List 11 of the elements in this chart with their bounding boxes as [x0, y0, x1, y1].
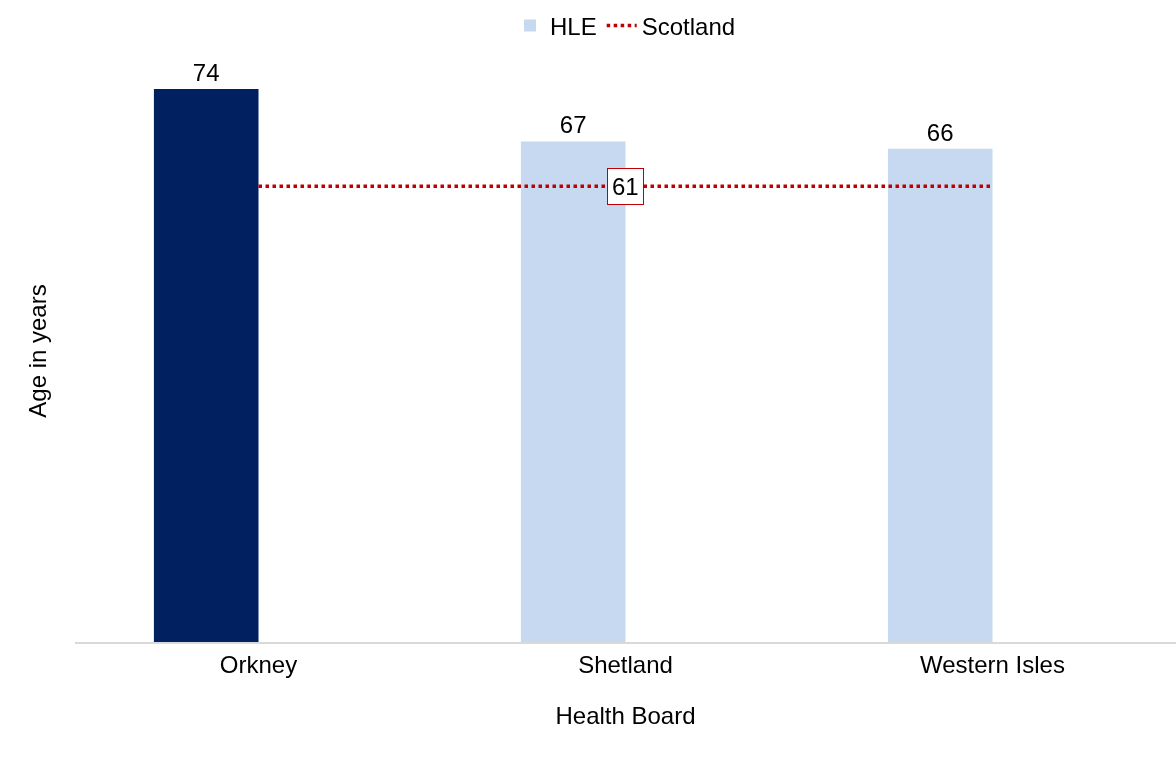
- x-tick-label: Orkney: [219, 650, 298, 678]
- data-label: 66: [926, 118, 954, 146]
- data-label: 74: [192, 59, 220, 87]
- x-tick-label: Shetland: [578, 650, 673, 678]
- x-axis-title: Health Board: [555, 701, 696, 729]
- data-label: 67: [559, 111, 587, 139]
- legend-label: Scotland: [641, 12, 736, 40]
- legend-label: HLE: [550, 12, 597, 40]
- data-label: 61: [612, 173, 639, 200]
- x-tick-label: Western Isles: [920, 650, 1065, 678]
- y-axis-title: Age in years: [24, 284, 52, 418]
